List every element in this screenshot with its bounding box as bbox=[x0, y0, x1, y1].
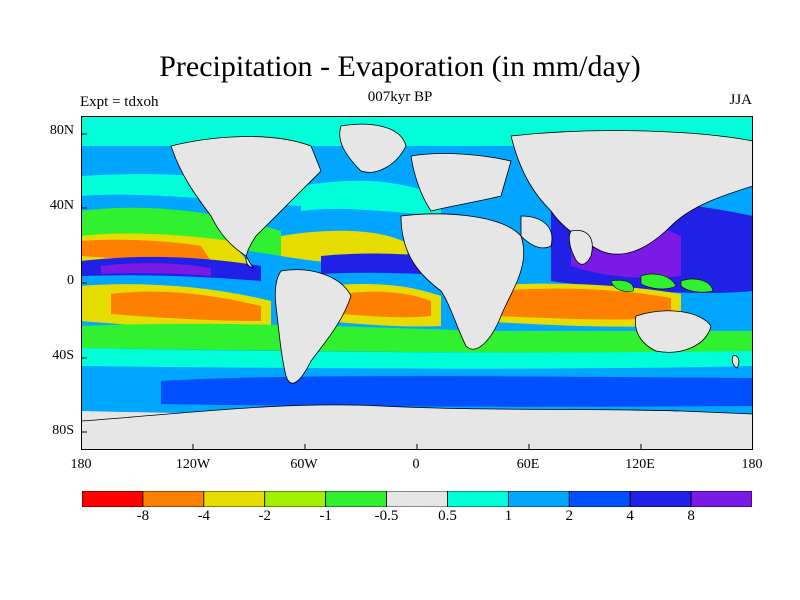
colorbar-box bbox=[447, 491, 509, 507]
colorbar-label: -1 bbox=[319, 508, 332, 524]
plot-title: Precipitation - Evaporation (in mm/day) bbox=[159, 50, 641, 83]
sumatra bbox=[610, 279, 634, 292]
satl-subtrop-orange bbox=[341, 291, 431, 318]
plot-subtitle: 007kyr BP bbox=[367, 89, 433, 105]
maritime-continent bbox=[610, 273, 714, 293]
colorbar-label: -4 bbox=[197, 508, 211, 524]
colorbar bbox=[82, 491, 752, 507]
continents bbox=[81, 123, 753, 450]
colorbar-label: 2 bbox=[565, 508, 574, 524]
india bbox=[568, 229, 593, 265]
colorbar-box bbox=[82, 491, 144, 507]
new-guinea bbox=[680, 278, 714, 293]
colorbar-label: -2 bbox=[258, 508, 271, 524]
north-america bbox=[170, 136, 322, 269]
europe bbox=[410, 153, 512, 212]
lat-label-40n: 40N bbox=[49, 198, 74, 213]
sind-subtrop-orange bbox=[496, 288, 671, 320]
colorbar-label: 4 bbox=[626, 508, 634, 524]
lon-label-60e: 60E bbox=[516, 457, 540, 472]
new-zealand bbox=[731, 355, 740, 369]
lat-label-80s: 80S bbox=[52, 423, 74, 438]
south-america bbox=[274, 269, 352, 384]
lon-label-0: 0 bbox=[412, 457, 420, 472]
borneo bbox=[640, 273, 677, 290]
south-midlat-green bbox=[81, 323, 753, 353]
colorbar-box bbox=[629, 491, 692, 507]
colorbar-box bbox=[203, 491, 266, 507]
colorbar-box bbox=[325, 491, 387, 507]
colorbar-box bbox=[568, 491, 631, 507]
colorbar-label: 1 bbox=[504, 508, 513, 524]
colorbar-box bbox=[264, 491, 327, 507]
npac-subtrop-orange bbox=[81, 239, 211, 261]
south-midlat-cyan bbox=[81, 348, 753, 369]
australia bbox=[634, 310, 712, 353]
lon-label-60w: 60W bbox=[290, 457, 318, 472]
field-layer bbox=[81, 116, 753, 450]
antarctica bbox=[81, 404, 753, 450]
itcz-pacific-core bbox=[101, 263, 211, 276]
lon-label-180e: 180 bbox=[741, 457, 763, 472]
natl-cyan bbox=[301, 180, 441, 216]
precip-evap-map bbox=[81, 116, 753, 450]
colorbar-box bbox=[386, 491, 448, 507]
asia bbox=[510, 130, 753, 255]
colorbar-label: -8 bbox=[136, 508, 150, 524]
lat-label-40s: 40S bbox=[52, 348, 74, 363]
lat-label-80n: 80N bbox=[49, 123, 74, 138]
season-label: JJA bbox=[729, 92, 752, 108]
arabia bbox=[520, 215, 553, 249]
colorbar-label: 8 bbox=[687, 508, 695, 524]
lon-label-120e: 120E bbox=[625, 457, 655, 472]
lon-label-180w: 180 bbox=[70, 457, 92, 472]
spac-subtrop-orange bbox=[111, 291, 261, 321]
southern-ocean-storm bbox=[161, 376, 753, 407]
colorbar-label: 0.5 bbox=[438, 508, 457, 524]
colorbar-box bbox=[690, 491, 752, 507]
colorbar-box bbox=[142, 491, 205, 507]
africa bbox=[400, 213, 525, 350]
lon-label-120w: 120W bbox=[175, 457, 211, 472]
lat-label-eq: 0 bbox=[67, 273, 74, 288]
greenland bbox=[339, 123, 407, 173]
colorbar-box bbox=[507, 491, 570, 507]
experiment-label: Expt = tdxoh bbox=[80, 94, 159, 110]
colorbar-label: -0.5 bbox=[374, 508, 399, 524]
map-ticks bbox=[81, 133, 642, 450]
